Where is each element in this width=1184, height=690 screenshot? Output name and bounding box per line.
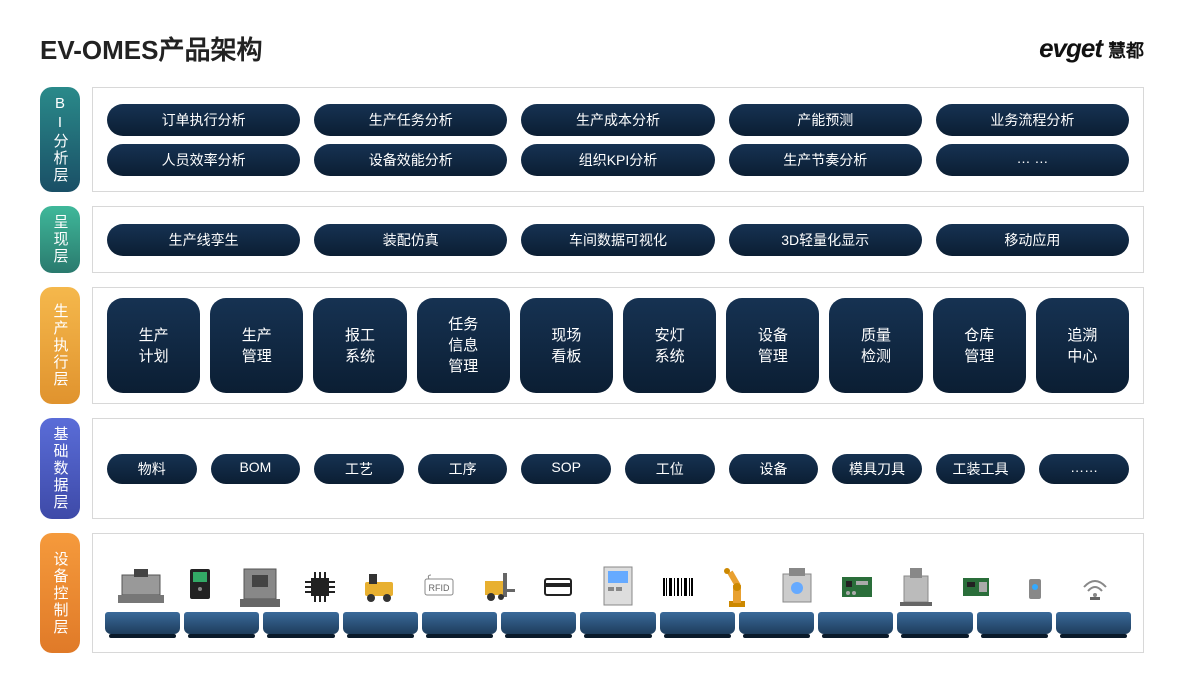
- layer-item: 报工系统: [313, 298, 406, 393]
- layer-item: ……: [1039, 454, 1129, 484]
- layer-item: 业务流程分析: [936, 104, 1129, 136]
- layer-item: 工位: [625, 454, 715, 484]
- pallet: [184, 612, 259, 634]
- card-reader-icon: [530, 562, 586, 612]
- press-machine-icon: [232, 562, 288, 612]
- pallet: [660, 612, 735, 634]
- item-row: 物料 BOM 工艺工序 SOP 工位设备模具刀具工装工具 ……: [107, 454, 1129, 484]
- layer-item: 生产线孪生: [107, 224, 300, 256]
- inspection-icon: [769, 562, 825, 612]
- device-icon-row: RFID: [101, 542, 1135, 612]
- layer-row: 基础数据层物料 BOM 工艺工序 SOP 工位设备模具刀具工装工具 ……: [40, 418, 1144, 519]
- circuit-board-icon: [829, 562, 885, 612]
- layer-content: 物料 BOM 工艺工序 SOP 工位设备模具刀具工装工具 ……: [92, 418, 1144, 519]
- item-row: 订单执行分析生产任务分析生产成本分析产能预测业务流程分析: [107, 104, 1129, 136]
- layer-content: 订单执行分析生产任务分析生产成本分析产能预测业务流程分析人员效率分析设备效能分析…: [92, 87, 1144, 192]
- layer-item: 生产计划: [107, 298, 200, 393]
- layer-item: 模具刀具: [832, 454, 922, 484]
- layer-item: 3D轻量化显示: [729, 224, 922, 256]
- layer-label: 设备控制层: [40, 533, 80, 653]
- brand-logo: evget 慧都: [1039, 33, 1144, 64]
- plc-panel-icon: [590, 562, 646, 612]
- equipment-panel: RFID: [92, 533, 1144, 653]
- layer-item: 追溯中心: [1036, 298, 1129, 393]
- layer-item: 生产管理: [210, 298, 303, 393]
- barcode-icon: [650, 562, 706, 612]
- layer-content: 生产计划生产管理报工系统任务信息管理现场看板安灯系统设备管理质量检测仓库管理追溯…: [92, 287, 1144, 404]
- layer-row: 生产执行层生产计划生产管理报工系统任务信息管理现场看板安灯系统设备管理质量检测仓…: [40, 287, 1144, 404]
- layer-item: 设备效能分析: [314, 144, 507, 176]
- conveyor-pallets: [101, 612, 1135, 634]
- pallet: [343, 612, 418, 634]
- layer-row: 设备控制层 RFID: [40, 533, 1144, 653]
- layer-item: 人员效率分析: [107, 144, 300, 176]
- pcb-icon: [948, 562, 1004, 612]
- layer-item: SOP: [521, 454, 611, 484]
- logo-cn: 慧都: [1108, 37, 1144, 63]
- agv-icon: [351, 562, 407, 612]
- pallet: [422, 612, 497, 634]
- layer-label: 基础数据层: [40, 418, 80, 519]
- layer-item: 工装工具: [936, 454, 1026, 484]
- layer-item: 设备: [729, 454, 819, 484]
- layer-item: 车间数据可视化: [521, 224, 714, 256]
- cnc-machine-icon: [113, 562, 169, 612]
- layer-item: BOM: [211, 454, 301, 484]
- layer-item: 质量检测: [829, 298, 922, 393]
- layer-item: 安灯系统: [623, 298, 716, 393]
- pallet: [897, 612, 972, 634]
- layer-item: 装配仿真: [314, 224, 507, 256]
- layer-label: 生产执行层: [40, 287, 80, 404]
- layer-content: 生产线孪生装配仿真车间数据可视化 3D轻量化显示移动应用: [92, 206, 1144, 273]
- layer-item: 生产节奏分析: [729, 144, 922, 176]
- layer-item: 生产任务分析: [314, 104, 507, 136]
- pallet: [501, 612, 576, 634]
- pallet: [580, 612, 655, 634]
- layer-label: 呈现层: [40, 206, 80, 273]
- layer-item: 组织KPI分析: [521, 144, 714, 176]
- layer-item: 订单执行分析: [107, 104, 300, 136]
- robot-arm-icon: [709, 562, 765, 612]
- layer-row: BI分析层订单执行分析生产任务分析生产成本分析产能预测业务流程分析人员效率分析设…: [40, 87, 1144, 192]
- svg-text:RFID: RFID: [429, 583, 450, 593]
- item-row: 人员效率分析设备效能分析组织KPI分析生产节奏分析 … …: [107, 144, 1129, 176]
- layer-item: 仓库管理: [933, 298, 1026, 393]
- layer-item: 任务信息管理: [417, 298, 510, 393]
- layer-item: 工序: [418, 454, 508, 484]
- layer-item: 产能预测: [729, 104, 922, 136]
- wireless-icon: [1067, 562, 1123, 612]
- sensor-icon: [1007, 562, 1063, 612]
- layer-item: 移动应用: [936, 224, 1129, 256]
- pallet: [818, 612, 893, 634]
- layer-item: 设备管理: [726, 298, 819, 393]
- forklift-icon: [471, 562, 527, 612]
- rfid-icon: RFID: [411, 562, 467, 612]
- pallet: [739, 612, 814, 634]
- laser-marker-icon: [888, 562, 944, 612]
- pallet: [977, 612, 1052, 634]
- layer-item: … …: [936, 144, 1129, 176]
- layer-label: BI分析层: [40, 87, 80, 192]
- logo-en: evget: [1039, 33, 1102, 64]
- pallet: [105, 612, 180, 634]
- chip-icon: [292, 562, 348, 612]
- controller-icon: [172, 562, 228, 612]
- pallet: [1056, 612, 1131, 634]
- layer-item: 工艺: [314, 454, 404, 484]
- layer-item: 物料: [107, 454, 197, 484]
- pallet: [263, 612, 338, 634]
- layer-row: 呈现层生产线孪生装配仿真车间数据可视化 3D轻量化显示移动应用: [40, 206, 1144, 273]
- page-title: EV-OMES产品架构: [40, 30, 262, 67]
- layer-item: 现场看板: [520, 298, 613, 393]
- item-row: 生产线孪生装配仿真车间数据可视化 3D轻量化显示移动应用: [107, 224, 1129, 256]
- layer-item: 生产成本分析: [521, 104, 714, 136]
- item-row: 生产计划生产管理报工系统任务信息管理现场看板安灯系统设备管理质量检测仓库管理追溯…: [107, 298, 1129, 393]
